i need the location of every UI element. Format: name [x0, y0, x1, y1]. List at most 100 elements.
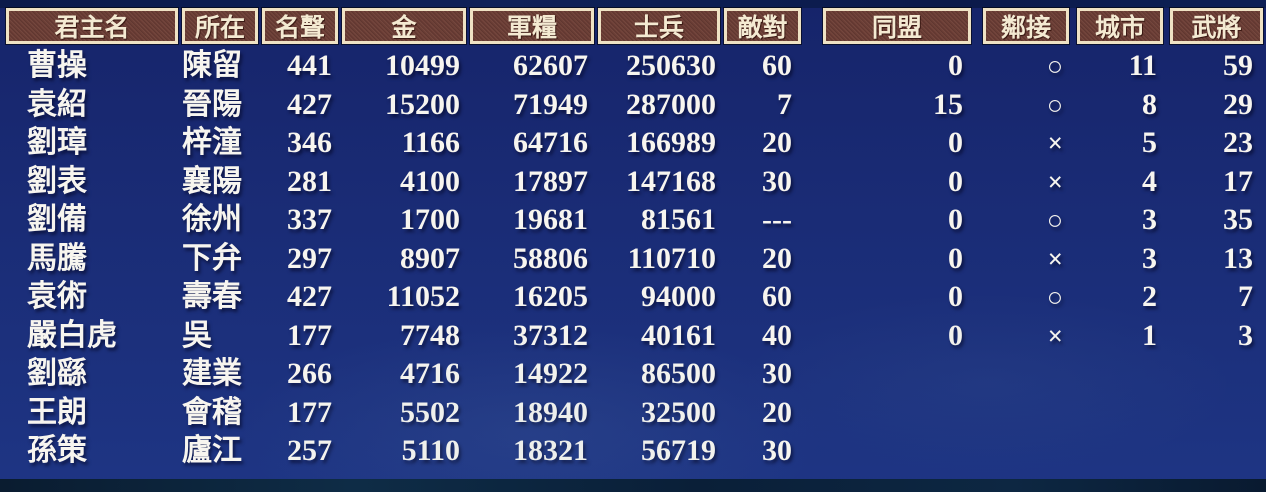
cell-fame: 427 [287, 87, 332, 121]
column-header-provisions: 軍糧 [470, 8, 594, 44]
cell-hostility: --- [762, 203, 792, 236]
cell-gold: 10499 [385, 49, 460, 82]
cell-location: 吳 [182, 318, 212, 352]
table-row: 袁紹 晉陽 427 15200 71949 287000 7 15 ○ 8 29 [0, 86, 1266, 125]
cell-gold: 5502 [400, 395, 460, 429]
cell-officers: 3 [1238, 318, 1253, 352]
cell-alliance: 0 [948, 241, 963, 275]
cell-provisions: 37312 [513, 318, 588, 352]
cell-adjacency: ○ [1046, 51, 1063, 81]
cell-cities: 8 [1142, 87, 1157, 121]
cell-provisions: 17897 [513, 164, 588, 198]
cell-location: 梓潼 [182, 126, 242, 159]
cell-adjacency: × [1047, 320, 1063, 351]
cell-fame: 257 [287, 434, 332, 467]
cell-adjacency: ○ [1046, 205, 1063, 235]
cell-adjacency: × [1047, 243, 1063, 274]
cell-ruler: 劉表 [27, 164, 87, 198]
cell-provisions: 71949 [513, 87, 588, 121]
cell-gold: 11052 [386, 280, 460, 313]
cell-gold: 1700 [400, 203, 460, 236]
cell-officers: 59 [1223, 49, 1253, 82]
cell-fame: 427 [287, 280, 332, 313]
table-row: 嚴白虎 吳 177 7748 37312 40161 40 0 × 1 3 [0, 317, 1266, 356]
cell-adjacency: ○ [1046, 89, 1063, 120]
cell-cities: 3 [1142, 241, 1157, 275]
column-header-location: 所在 [182, 8, 258, 44]
cell-provisions: 64716 [513, 126, 588, 159]
cell-hostility: 30 [762, 434, 792, 467]
cell-soldiers: 32500 [641, 395, 716, 429]
column-header-ruler: 君主名 [6, 8, 178, 44]
column-header-gold: 金 [342, 8, 466, 44]
cell-provisions: 62607 [513, 49, 588, 82]
cell-hostility: 30 [762, 357, 792, 390]
column-header-hostility: 敵對 [724, 8, 801, 44]
column-header-fame: 名聲 [262, 8, 338, 44]
column-header-adjacency: 鄰接 [983, 8, 1069, 44]
cell-ruler: 孫策 [27, 434, 87, 467]
cell-soldiers: 86500 [641, 357, 716, 390]
cell-location: 陳留 [182, 49, 242, 82]
cell-fame: 337 [287, 203, 332, 236]
cell-fame: 281 [287, 164, 332, 198]
cell-gold: 4100 [400, 164, 460, 198]
table-row: 馬騰 下弁 297 8907 58806 110710 20 0 × 3 13 [0, 240, 1266, 279]
cell-hostility: 20 [762, 395, 792, 429]
cell-alliance: 0 [948, 126, 963, 159]
top-border-strip [0, 0, 1266, 8]
table-rows: 曹操 陳留 441 10499 62607 250630 60 0 ○ 11 5… [0, 47, 1266, 471]
cell-provisions: 58806 [513, 241, 588, 275]
cell-fame: 346 [287, 126, 332, 159]
table-row: 劉備 徐州 337 1700 19681 81561 --- 0 ○ 3 35 [0, 201, 1266, 240]
cell-ruler: 劉璋 [27, 126, 87, 159]
cell-location: 下弁 [182, 241, 242, 275]
cell-adjacency: × [1047, 166, 1063, 197]
cell-ruler: 劉繇 [27, 357, 87, 390]
cell-ruler: 嚴白虎 [27, 318, 117, 352]
cell-provisions: 16205 [513, 280, 588, 313]
cell-soldiers: 250630 [626, 49, 716, 82]
table-row: 劉繇 建業 266 4716 14922 86500 30 [0, 355, 1266, 394]
cell-gold: 5110 [401, 434, 460, 467]
cell-soldiers: 166989 [626, 126, 716, 159]
cell-hostility: 60 [762, 49, 792, 82]
cell-fame: 177 [287, 395, 332, 429]
cell-ruler: 曹操 [27, 49, 87, 82]
table-row: 王朗 會稽 177 5502 18940 32500 20 [0, 394, 1266, 433]
column-header-alliance: 同盟 [823, 8, 971, 44]
cell-location: 晉陽 [182, 87, 242, 121]
cell-officers: 17 [1223, 164, 1253, 198]
cell-alliance: 0 [948, 318, 963, 352]
bottom-border-strip [0, 479, 1266, 492]
cell-hostility: 60 [762, 280, 792, 313]
cell-soldiers: 40161 [641, 318, 716, 352]
cell-provisions: 14922 [513, 357, 588, 390]
cell-provisions: 18321 [513, 434, 588, 467]
table-row: 劉璋 梓潼 346 1166 64716 166989 20 0 × 5 23 [0, 124, 1266, 163]
cell-cities: 4 [1142, 164, 1157, 198]
cell-provisions: 19681 [513, 203, 588, 236]
cell-gold: 4716 [400, 357, 460, 390]
cell-hostility: 20 [762, 126, 792, 159]
cell-location: 襄陽 [182, 164, 242, 198]
cell-gold: 15200 [385, 87, 460, 121]
cell-hostility: 40 [762, 318, 792, 352]
cell-soldiers: 94000 [641, 280, 716, 313]
cell-officers: 7 [1238, 280, 1253, 313]
cell-adjacency: ○ [1046, 282, 1063, 312]
cell-location: 建業 [182, 357, 242, 390]
cell-location: 會稽 [182, 395, 242, 429]
cell-ruler: 劉備 [27, 203, 87, 236]
cell-location: 壽春 [182, 280, 242, 313]
cell-alliance: 0 [948, 280, 963, 313]
cell-location: 廬江 [182, 434, 242, 467]
cell-alliance: 0 [948, 203, 963, 236]
cell-soldiers: 287000 [626, 87, 716, 121]
cell-location: 徐州 [182, 203, 242, 236]
cell-cities: 3 [1142, 203, 1157, 236]
cell-soldiers: 110710 [627, 241, 716, 275]
cell-ruler: 王朗 [27, 395, 87, 429]
column-header-officers: 武將 [1170, 8, 1263, 44]
